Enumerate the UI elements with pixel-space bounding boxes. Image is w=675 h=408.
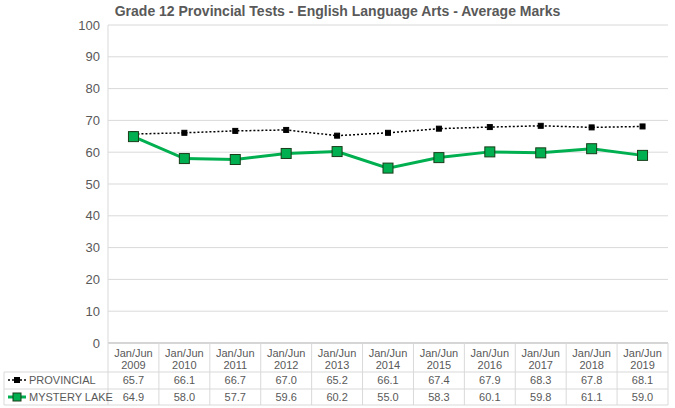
svg-text:0: 0 (93, 336, 100, 351)
svg-text:68.1: 68.1 (632, 374, 653, 386)
svg-text:PROVINCIAL: PROVINCIAL (29, 374, 96, 386)
svg-text:60.1: 60.1 (479, 391, 500, 403)
svg-text:68.3: 68.3 (530, 374, 551, 386)
svg-text:70: 70 (86, 113, 100, 128)
svg-text:Jan/Jun2016: Jan/Jun2016 (471, 347, 510, 371)
svg-text:50: 50 (86, 177, 100, 192)
svg-text:59.0: 59.0 (632, 391, 653, 403)
svg-text:55.0: 55.0 (377, 391, 398, 403)
svg-text:100: 100 (78, 18, 100, 33)
svg-text:58.0: 58.0 (174, 391, 195, 403)
svg-text:60: 60 (86, 145, 100, 160)
svg-text:Jan/Jun2011: Jan/Jun2011 (216, 347, 255, 371)
svg-text:67.0: 67.0 (275, 374, 296, 386)
svg-text:61.1: 61.1 (581, 391, 602, 403)
svg-text:80: 80 (86, 81, 100, 96)
svg-text:Jan/Jun2018: Jan/Jun2018 (572, 347, 611, 371)
svg-text:30: 30 (86, 240, 100, 255)
svg-text:65.2: 65.2 (326, 374, 347, 386)
svg-text:Jan/Jun2012: Jan/Jun2012 (267, 347, 306, 371)
svg-text:66.1: 66.1 (174, 374, 195, 386)
svg-text:66.1: 66.1 (377, 374, 398, 386)
svg-text:Jan/Jun2017: Jan/Jun2017 (521, 347, 560, 371)
svg-text:65.7: 65.7 (123, 374, 144, 386)
svg-text:60.2: 60.2 (326, 391, 347, 403)
svg-text:58.3: 58.3 (428, 391, 449, 403)
svg-text:67.4: 67.4 (428, 374, 449, 386)
svg-text:67.9: 67.9 (479, 374, 500, 386)
svg-text:Jan/Jun2009: Jan/Jun2009 (114, 347, 153, 371)
svg-text:57.7: 57.7 (225, 391, 246, 403)
svg-text:20: 20 (86, 272, 100, 287)
svg-text:40: 40 (86, 208, 100, 223)
svg-text:MYSTERY LAKE: MYSTERY LAKE (29, 391, 113, 403)
svg-text:90: 90 (86, 49, 100, 64)
svg-text:67.8: 67.8 (581, 374, 602, 386)
html-text:Grade 12 Provincial Tests - En: Grade 12 Provincial Tests - English Lang… (114, 3, 561, 19)
svg-text:59.8: 59.8 (530, 391, 551, 403)
svg-text:64.9: 64.9 (123, 391, 144, 403)
svg-text:Jan/Jun2013: Jan/Jun2013 (318, 347, 357, 371)
svg-text:Jan/Jun2019: Jan/Jun2019 (623, 347, 662, 371)
svg-text:66.7: 66.7 (225, 374, 246, 386)
svg-text:10: 10 (86, 304, 100, 319)
svg-text:Jan/Jun2014: Jan/Jun2014 (369, 347, 408, 371)
svg-text:Jan/Jun2010: Jan/Jun2010 (165, 347, 204, 371)
svg-text:Jan/Jun2015: Jan/Jun2015 (420, 347, 459, 371)
svg-text:59.6: 59.6 (275, 391, 296, 403)
